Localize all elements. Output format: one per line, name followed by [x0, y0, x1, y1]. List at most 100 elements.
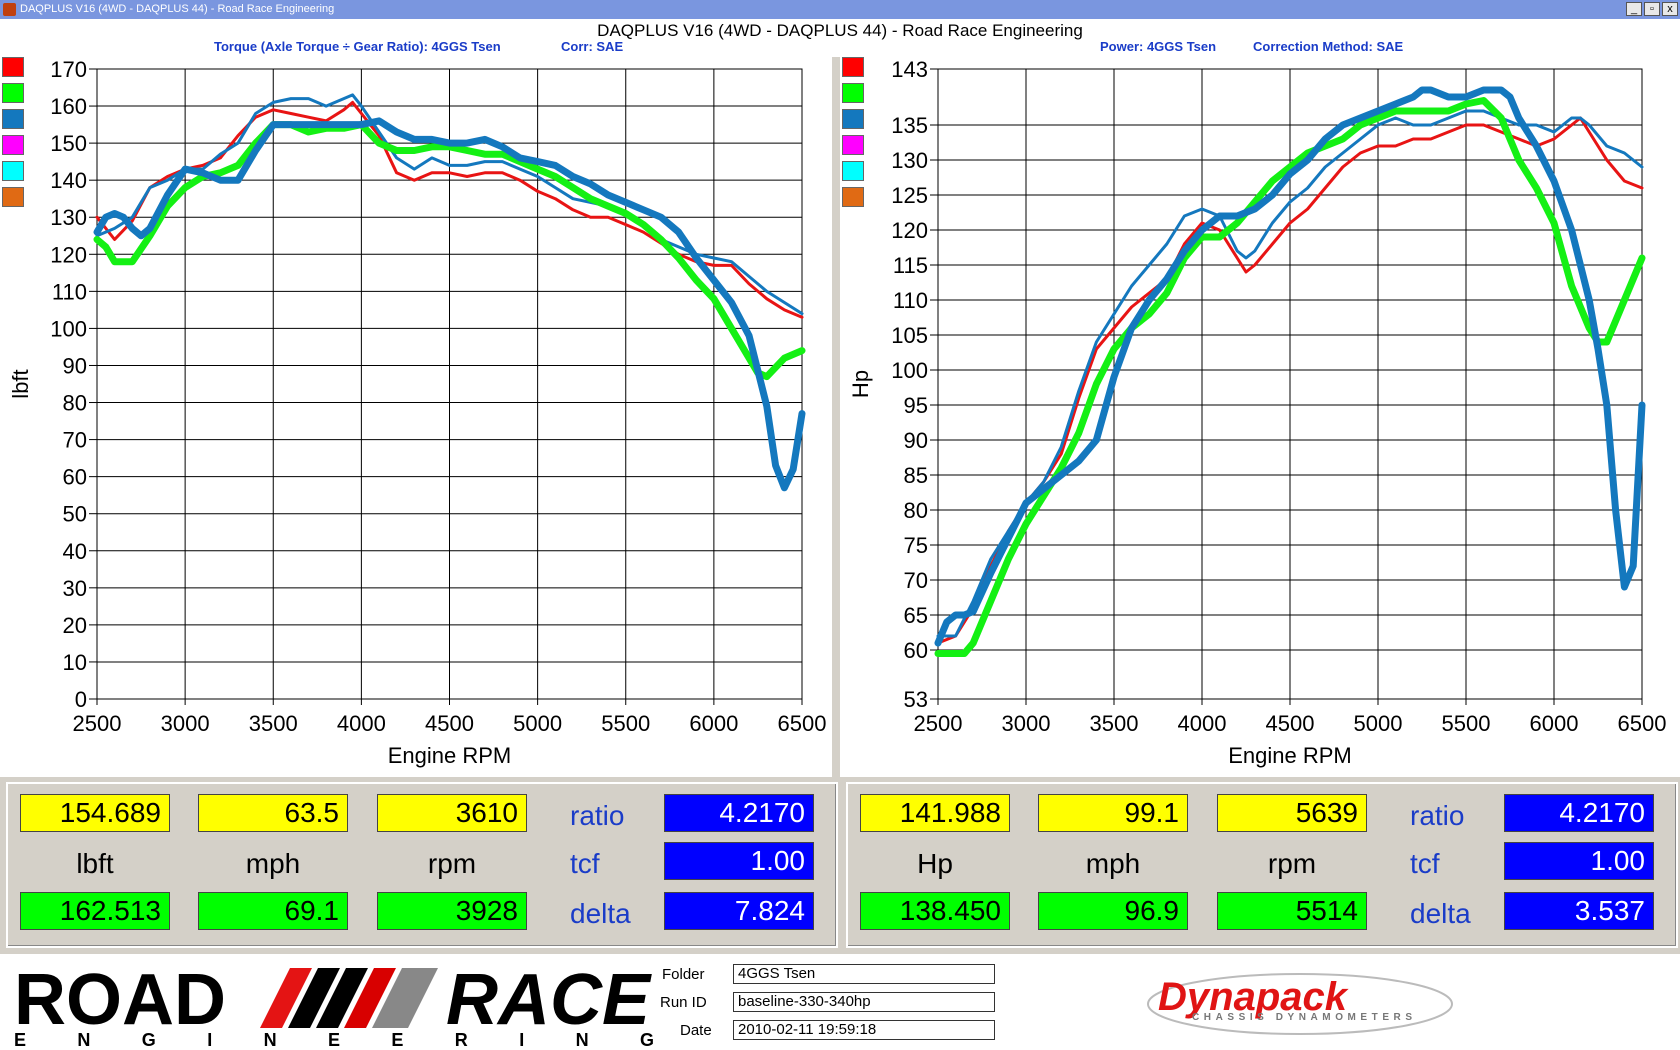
power-ytick-label: 115 — [893, 253, 928, 278]
power-series-swatch-3[interactable] — [842, 109, 864, 129]
torque-ytick-label: 70 — [63, 428, 87, 453]
torque-series-swatch-3[interactable] — [2, 109, 24, 129]
dynapack-tagline: CHASSIS DYNAMOMETERS — [1192, 1012, 1412, 1023]
logo-stripe-black — [288, 968, 340, 1028]
cursor1-mph-value: 99.1 — [1038, 794, 1188, 832]
torque-ytick-label: 40 — [63, 539, 87, 564]
power-readout-panel: 141.988 99.1 5639 Hp mph rpm 138.450 96.… — [846, 782, 1678, 948]
power-xtick-label: 4500 — [1266, 711, 1315, 736]
power-ytick-label: 110 — [893, 288, 928, 313]
power-xtick-label: 3500 — [1090, 711, 1139, 736]
power-ytick-label: 105 — [891, 323, 928, 348]
torque-series-2 — [95, 93, 804, 316]
torque-chart-subtitle: Torque (Axle Torque ÷ Gear Ratio): 4GGS … — [214, 39, 501, 54]
restore-button[interactable]: ▫ — [1644, 2, 1660, 16]
power-series-swatch-4[interactable] — [842, 135, 864, 155]
power-xtick-label: 5500 — [1442, 711, 1491, 736]
torque-ytick-label: 90 — [63, 353, 87, 378]
torque-xtick-label: 4500 — [425, 711, 474, 736]
runid-label: Run ID — [660, 994, 707, 1011]
logo-road-text: ROAD — [14, 960, 226, 1040]
cursor1-torque-value: 154.689 — [20, 794, 170, 832]
logo-race-text: RACE — [446, 960, 652, 1040]
torque-correction-label: Corr: SAE — [561, 39, 624, 54]
runid-field[interactable]: baseline-330-340hp — [733, 992, 995, 1012]
cursor1-power-value: 141.988 — [860, 794, 1010, 832]
torque-ytick-label: 10 — [63, 650, 87, 675]
torque-xtick-label: 3500 — [249, 711, 298, 736]
window-title: DAQPLUS V16 (4WD - DAQPLUS 44) - Road Ra… — [20, 3, 335, 15]
power-xtick-label: 3000 — [1002, 711, 1051, 736]
torque-series-swatch-6[interactable] — [2, 187, 24, 207]
minimize-button[interactable]: _ — [1626, 2, 1642, 16]
power-ytick-label: 100 — [891, 358, 928, 383]
torque-series-swatch-5[interactable] — [2, 161, 24, 181]
report-header: DAQPLUS V16 (4WD - DAQPLUS 44) - Road Ra… — [0, 19, 1680, 57]
torque-xtick-label: 4000 — [337, 711, 386, 736]
torque-ytick-label: 170 — [50, 57, 87, 82]
cursor2-rpm-value: 5514 — [1217, 892, 1367, 930]
logo-stripe-grey — [372, 968, 438, 1028]
close-button[interactable]: x — [1662, 2, 1678, 16]
cursor2-rpm-value: 3928 — [377, 892, 527, 930]
power-ytick-label: 70 — [904, 568, 928, 593]
torque-xtick-label: 6000 — [689, 711, 738, 736]
power-xaxis-label: Engine RPM — [1228, 743, 1352, 768]
torque-chart[interactable]: 2500 3000 3500 4000 4500 5000 5500 6000 6500 0 10 2… — [0, 57, 832, 777]
power-chart-panel: 2500 3000 3500 4000 4500 5000 5500 6000 6500 53 60… — [840, 57, 1680, 777]
torque-ytick-label: 50 — [63, 502, 87, 527]
torque-ytick-label: 120 — [50, 242, 87, 267]
power-chart[interactable]: 2500 3000 3500 4000 4500 5000 5500 6000 6500 53 60… — [840, 57, 1680, 777]
power-series-swatch-2[interactable] — [842, 83, 864, 103]
power-series-swatch-1[interactable] — [842, 57, 864, 77]
torque-series-1 — [95, 100, 804, 319]
torque-xtick-label: 6500 — [778, 711, 827, 736]
power-yaxis-label: Hp — [848, 370, 873, 398]
report-footer: ROAD RACE E N G I N E E R I N G Dynapack… — [0, 954, 1680, 1050]
power-ytick-label: 85 — [904, 463, 928, 488]
window-titlebar: DAQPLUS V16 (4WD - DAQPLUS 44) - Road Ra… — [0, 0, 1680, 19]
power-correction-label: Correction Method: SAE — [1253, 39, 1404, 54]
torque-ytick-label: 140 — [50, 168, 87, 193]
power-ytick-label: 80 — [904, 498, 928, 523]
power-ytick-label: 95 — [904, 393, 928, 418]
power-series-4 — [934, 86, 1646, 647]
dynapack-swoosh — [1147, 973, 1453, 1035]
cursor2-mph-value: 96.9 — [1038, 892, 1188, 930]
power-ytick-label: 65 — [904, 603, 928, 628]
tcf-label: tcf — [570, 848, 600, 879]
torque-ytick-label: 80 — [63, 391, 87, 416]
power-series-3 — [934, 97, 1646, 657]
power-series-swatch-6[interactable] — [842, 187, 864, 207]
torque-xtick-label: 2500 — [73, 711, 122, 736]
power-xtick-label: 5000 — [1354, 711, 1403, 736]
ratio-value: 4.2170 — [664, 794, 814, 832]
power-ytick-label: 90 — [904, 428, 928, 453]
folder-field[interactable]: 4GGS Tsen — [733, 964, 995, 984]
torque-series-swatch-4[interactable] — [2, 135, 24, 155]
torque-ytick-label: 110 — [52, 279, 87, 304]
folder-label: Folder — [662, 966, 705, 983]
torque-xtick-label: 5000 — [513, 711, 562, 736]
power-xtick-label: 6000 — [1530, 711, 1579, 736]
delta-value: 3.537 — [1504, 892, 1654, 930]
power-series-swatch-5[interactable] — [842, 161, 864, 181]
date-field[interactable]: 2010-02-11 19:59:18 — [733, 1020, 995, 1040]
torque-ytick-label: 150 — [50, 131, 87, 156]
torque-ytick-label: 60 — [63, 465, 87, 490]
cursor1-rpm-value: 5639 — [1217, 794, 1367, 832]
power-ytick-label: 120 — [891, 218, 928, 243]
cursor1-rpm-value: 3610 — [377, 794, 527, 832]
torque-ytick-label: 160 — [50, 94, 87, 119]
torque-series-swatch-2[interactable] — [2, 83, 24, 103]
torque-series-swatch-1[interactable] — [2, 57, 24, 77]
torque-xtick-label: 3000 — [161, 711, 210, 736]
mph-unit-label: mph — [1085, 848, 1141, 879]
torque-ytick-label: 30 — [63, 576, 87, 601]
cursor1-mph-value: 63.5 — [198, 794, 348, 832]
power-ytick-label: 135 — [891, 113, 928, 138]
power-ytick-label: 60 — [904, 638, 928, 663]
torque-chart-panel: 2500 3000 3500 4000 4500 5000 5500 6000 6500 0 10 2… — [0, 57, 832, 777]
power-ytick-label: 53 — [904, 687, 928, 712]
delta-value: 7.824 — [664, 892, 814, 930]
